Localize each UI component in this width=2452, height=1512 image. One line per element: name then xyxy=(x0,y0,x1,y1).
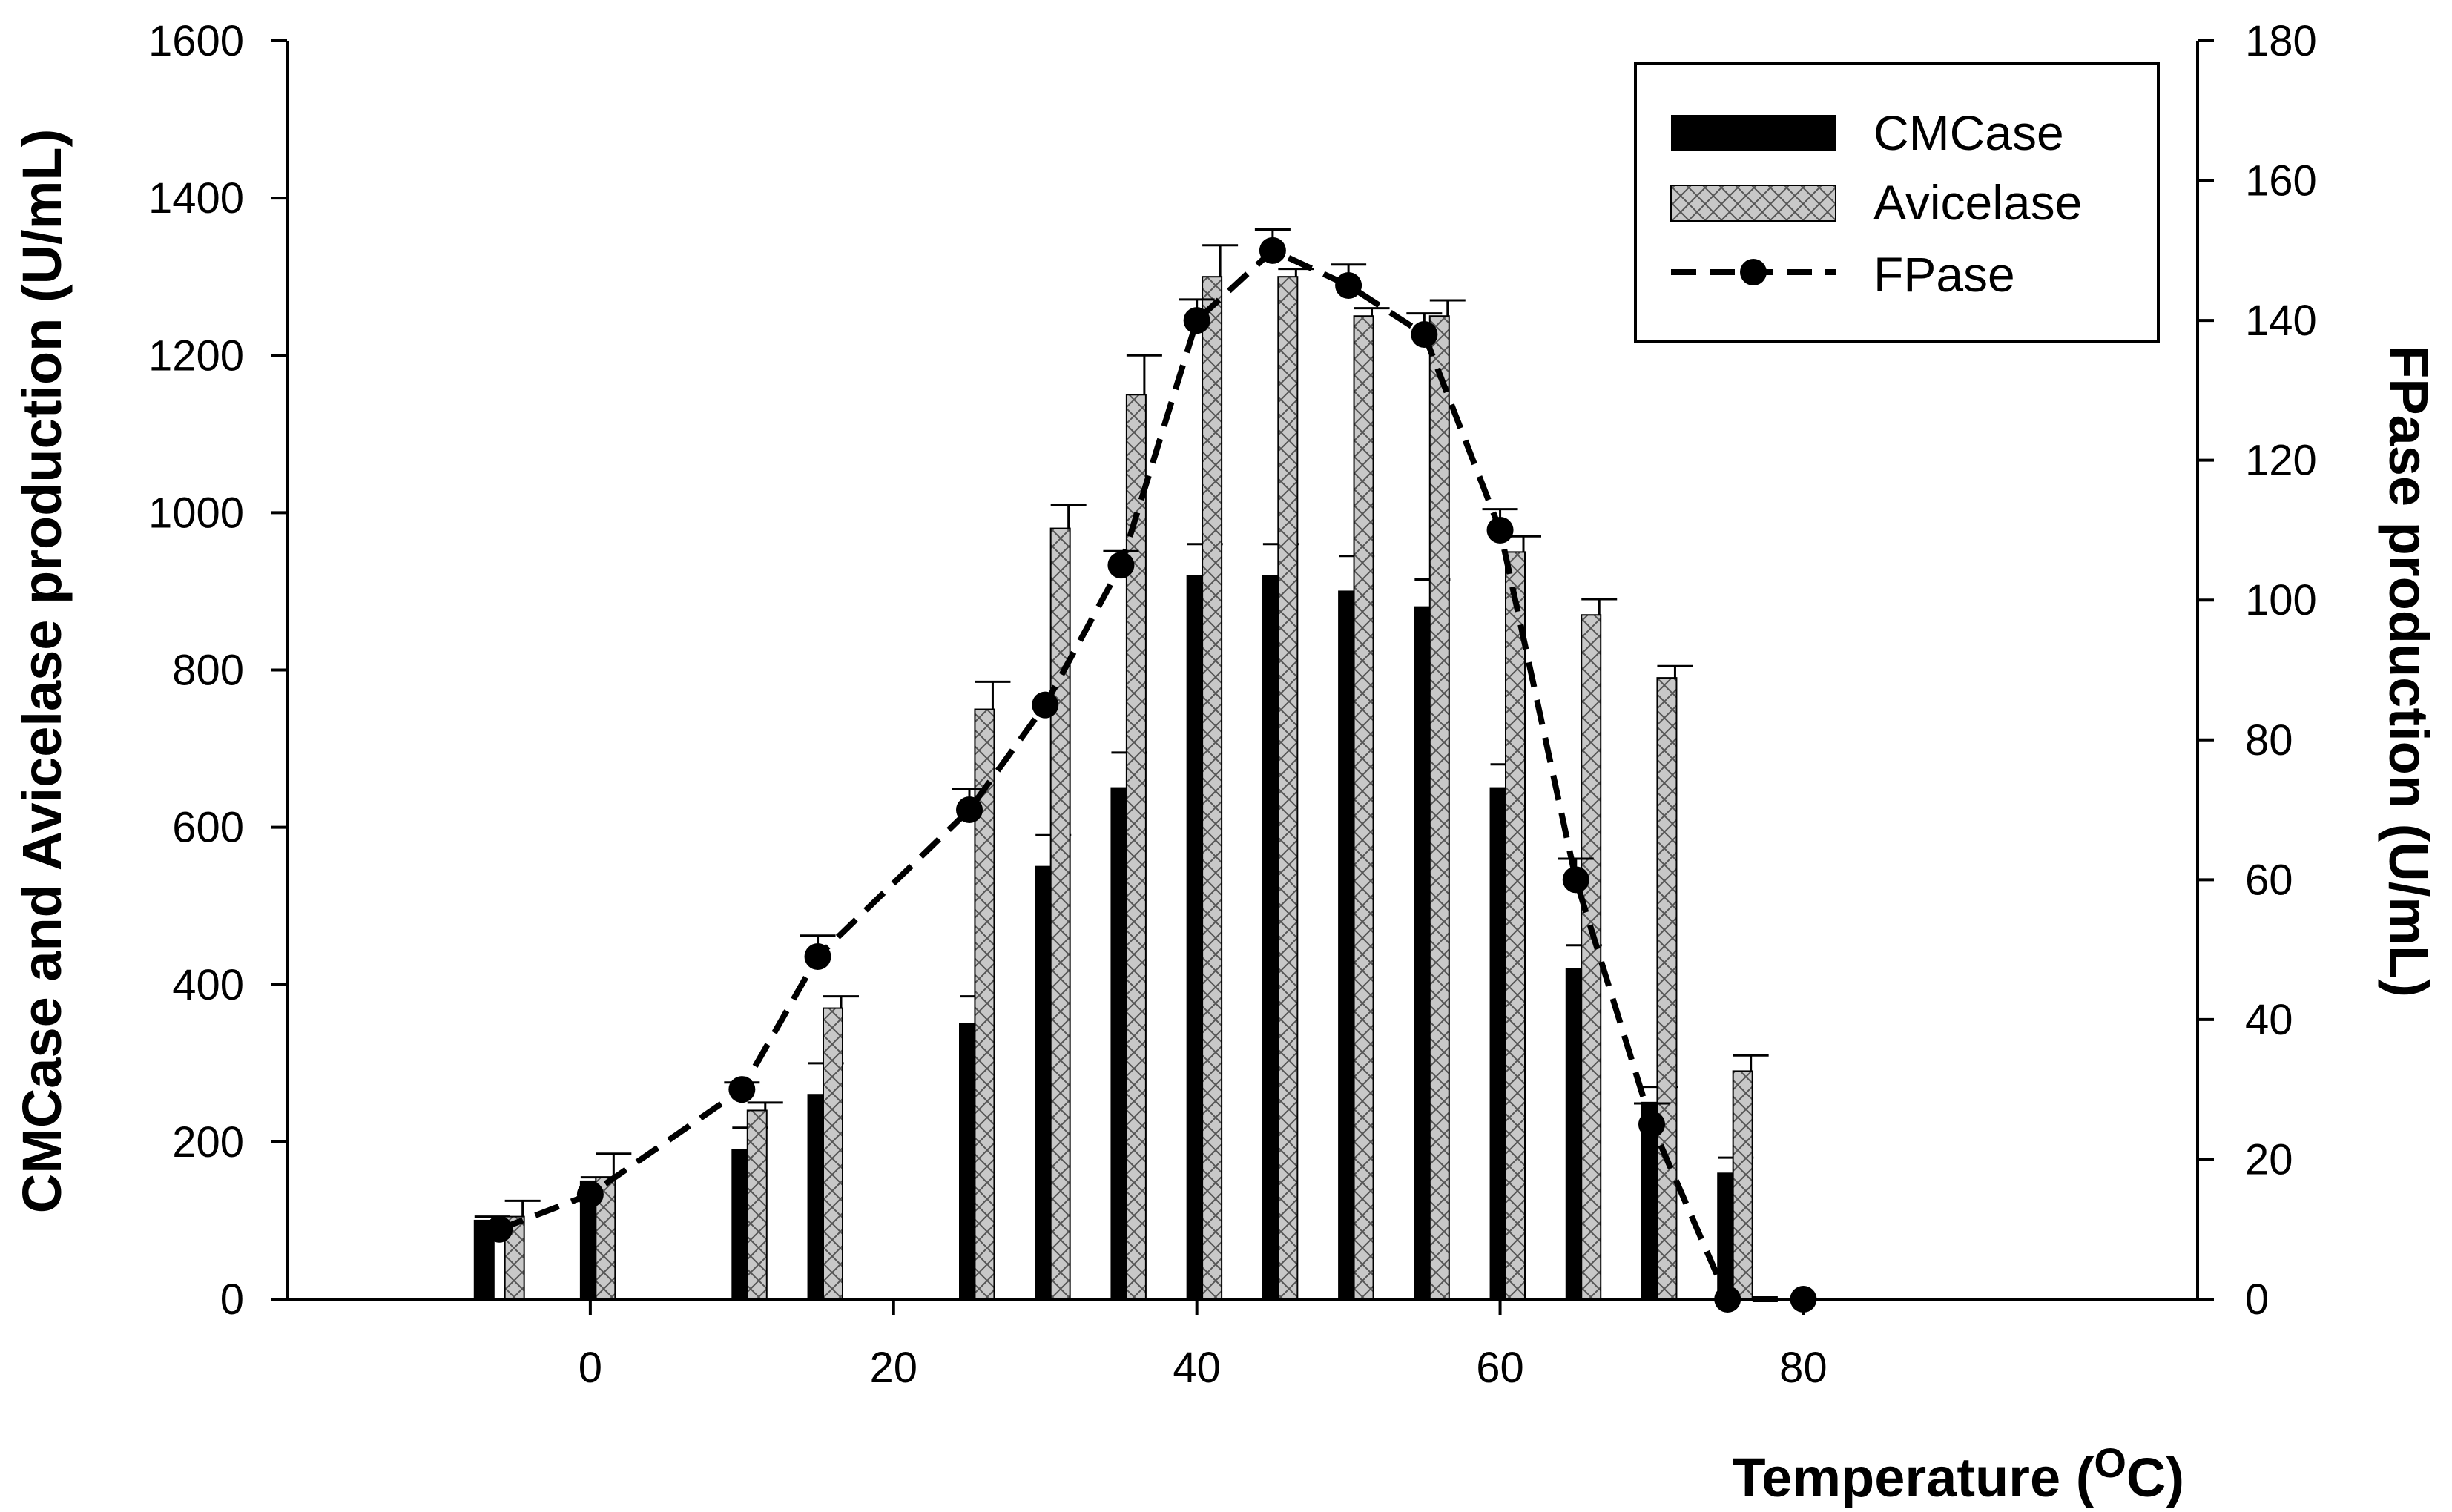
y-right-tick-label: 120 xyxy=(2245,437,2317,485)
avicelase-bar xyxy=(1277,276,1299,1300)
fpase-point xyxy=(576,1181,604,1208)
legend-label-fpase: FPase xyxy=(1873,247,2015,302)
avicelase-bar xyxy=(1125,394,1147,1300)
avicelase-bar xyxy=(1049,527,1071,1300)
fpase-point xyxy=(1638,1111,1665,1138)
y-right-tick-label: 140 xyxy=(2245,297,2317,345)
x-tick-label: 40 xyxy=(1173,1344,1221,1392)
y-left-tick-label: 400 xyxy=(172,961,244,1009)
y-left-tick-label: 600 xyxy=(172,804,244,852)
fpase-point xyxy=(1790,1286,1817,1313)
avicelase-bar xyxy=(1505,551,1526,1300)
fpase-series xyxy=(486,228,1817,1313)
legend: CMCase Avicelase FPase xyxy=(1634,62,2160,343)
fpase-point xyxy=(1032,691,1059,719)
fpase-line xyxy=(498,247,1804,1302)
y-left-tick-label: 1400 xyxy=(148,174,244,222)
y-right-tick-label: 100 xyxy=(2245,576,2317,624)
x-axis-title: Temperature (OC) xyxy=(1732,1439,2184,1508)
y-right-tick-label: 20 xyxy=(2245,1135,2293,1183)
fpase-point xyxy=(956,796,983,824)
legend-swatch-cmcase xyxy=(1671,115,1836,151)
x-tick-label: 0 xyxy=(579,1344,602,1392)
y-right-axis-title: FPase production (U/mL) xyxy=(2378,345,2439,997)
y-left-tick-label: 200 xyxy=(172,1118,244,1166)
x-tick-label: 20 xyxy=(870,1344,918,1392)
fpase-point xyxy=(1259,237,1286,264)
x-tick-label: 80 xyxy=(1779,1344,1828,1392)
avicelase-bar xyxy=(974,708,995,1300)
avicelase-bar xyxy=(1202,276,1223,1300)
y-right-tick-label: 60 xyxy=(2245,856,2293,904)
bar-series xyxy=(473,244,1769,1301)
legend-label-cmcase: CMCase xyxy=(1873,105,2064,160)
y-right-ticks: 0 20 40 60 80 100 120 140 160 180 xyxy=(2198,17,2317,1324)
avicelase-bar xyxy=(1581,614,1602,1300)
avicelase-bar xyxy=(1428,315,1450,1300)
y-left-ticks: 0 200 400 600 800 1000 1200 1400 1600 xyxy=(148,17,287,1324)
avicelase-bar xyxy=(1353,315,1374,1300)
y-left-tick-label: 1600 xyxy=(148,17,244,65)
avicelase-bar xyxy=(1732,1070,1753,1300)
y-left-tick-label: 800 xyxy=(172,647,244,695)
y-right-tick-label: 80 xyxy=(2245,716,2293,765)
fpase-point xyxy=(1562,866,1589,894)
fpase-point xyxy=(1107,552,1135,579)
x-tick-label: 60 xyxy=(1476,1344,1524,1392)
fpase-point xyxy=(486,1215,513,1243)
y-left-tick-label: 0 xyxy=(220,1275,244,1324)
y-left-tick-label: 1200 xyxy=(148,331,244,380)
legend-swatch-avicelase xyxy=(1670,185,1836,222)
fpase-point xyxy=(804,943,831,971)
y-left-tick-label: 1000 xyxy=(148,489,244,537)
y-right-tick-label: 180 xyxy=(2245,17,2317,65)
avicelase-bar xyxy=(1656,677,1678,1300)
y-right-tick-label: 0 xyxy=(2245,1275,2269,1324)
legend-marker-fpase xyxy=(1740,259,1767,285)
legend-label-avicelase: Avicelase xyxy=(1873,175,2082,230)
avicelase-bar xyxy=(746,1109,768,1300)
fpase-point xyxy=(1411,320,1438,348)
fpase-point xyxy=(1335,271,1362,299)
y-right-tick-label: 40 xyxy=(2245,996,2293,1044)
fpase-point xyxy=(728,1076,756,1103)
avicelase-bar xyxy=(823,1007,843,1300)
avicelase-bar xyxy=(504,1215,525,1301)
fpase-point xyxy=(1714,1286,1741,1313)
fpase-point xyxy=(1183,307,1210,334)
fpase-point xyxy=(1486,516,1514,544)
y-right-tick-label: 160 xyxy=(2245,157,2317,205)
y-left-axis-title: CMCase and Avicelase production (U/mL) xyxy=(11,129,73,1213)
x-ticks: 0 20 40 60 80 xyxy=(579,1299,1828,1392)
